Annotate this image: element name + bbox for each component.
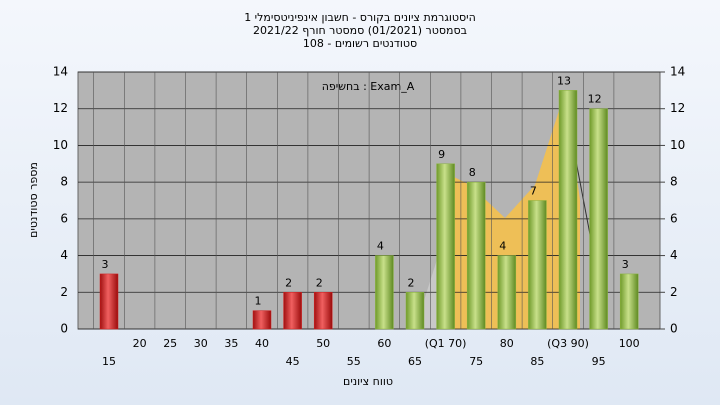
y-tick-label: 0: [60, 322, 68, 336]
y-tick-label: 10: [53, 138, 68, 152]
value-label: 3: [622, 258, 629, 271]
y2-tick-label: 14: [670, 65, 685, 79]
x-tick-label: (Q1 70): [425, 337, 467, 350]
bar: [405, 292, 425, 330]
value-label: 12: [588, 93, 602, 106]
x-tick-label: 40: [255, 337, 269, 350]
bar: [436, 163, 455, 330]
bar: [283, 292, 302, 330]
value-label: 2: [285, 276, 292, 289]
y2-tick-label: 8: [670, 175, 678, 189]
y2-tick-label: 2: [670, 285, 678, 299]
x-tick-label: 15: [102, 355, 116, 368]
value-label: 7: [530, 185, 537, 198]
y-tick-label: 4: [60, 248, 68, 262]
y-axis-label: מספר סטודנטים: [27, 162, 40, 238]
bar: [313, 292, 333, 330]
value-label: 3: [102, 258, 109, 271]
x-tick-label: 50: [316, 337, 330, 350]
title-line: היסטוגרמת ציונים בקורס - חשבון אינפיניטס…: [244, 11, 476, 24]
value-label: 4: [377, 240, 384, 253]
y-tick-label: 2: [60, 285, 68, 299]
y2-tick-label: 12: [670, 101, 685, 115]
bar: [252, 310, 272, 330]
annotation: בחשיפה : Exam_A: [322, 80, 415, 93]
y-tick-label: 12: [53, 101, 68, 115]
y-tick-label: 6: [60, 211, 68, 225]
value-label: 13: [557, 74, 571, 87]
x-tick-label: 65: [408, 355, 422, 368]
x-tick-label: 55: [347, 355, 361, 368]
bar: [99, 273, 119, 330]
x-tick-label: 20: [133, 337, 147, 350]
title-line: בסמסטר (01/2021) סמסטר חורף 2021/22: [253, 24, 467, 37]
x-axis-label: טווח ציונים: [343, 375, 393, 388]
bar: [589, 108, 608, 330]
value-label: 1: [255, 295, 262, 308]
x-tick-label: 85: [530, 355, 544, 368]
value-label: 2: [316, 276, 323, 289]
x-tick-label: 80: [500, 337, 514, 350]
y-tick-label: 14: [53, 65, 68, 79]
y2-tick-label: 4: [670, 248, 678, 262]
x-tick-label: 45: [286, 355, 300, 368]
x-tick-label: 25: [163, 337, 177, 350]
y2-tick-label: 0: [670, 322, 678, 336]
x-tick-label: 75: [469, 355, 483, 368]
x-tick-label: 30: [194, 337, 208, 350]
bar: [619, 273, 639, 330]
x-tick-label: 95: [592, 355, 606, 368]
bar: [375, 255, 394, 330]
value-label: 4: [499, 240, 506, 253]
bar: [558, 90, 578, 330]
x-tick-label: 35: [224, 337, 238, 350]
value-label: 8: [469, 166, 476, 179]
bar: [497, 255, 517, 330]
bar: [466, 181, 486, 330]
title-line: סטודנטים רשומים - 108: [303, 37, 417, 50]
x-tick-label: 100: [619, 337, 640, 350]
x-tick-label: (Q3 90): [547, 337, 589, 350]
y2-tick-label: 6: [670, 211, 678, 225]
bar: [528, 200, 547, 330]
value-label: 2: [408, 276, 415, 289]
x-tick-label: 60: [377, 337, 391, 350]
y2-tick-label: 10: [670, 138, 685, 152]
value-label: 9: [438, 148, 445, 161]
y-tick-label: 8: [60, 175, 68, 189]
